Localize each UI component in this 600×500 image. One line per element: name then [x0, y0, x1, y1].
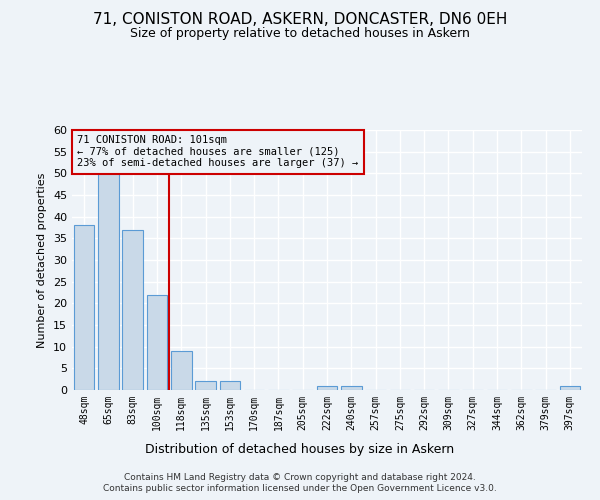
Text: Contains public sector information licensed under the Open Government Licence v3: Contains public sector information licen…	[103, 484, 497, 493]
Text: Contains HM Land Registry data © Crown copyright and database right 2024.: Contains HM Land Registry data © Crown c…	[124, 472, 476, 482]
Bar	[317, 386, 337, 390]
Bar	[122, 230, 143, 390]
Bar	[146, 294, 167, 390]
Bar	[195, 382, 216, 390]
Bar	[560, 386, 580, 390]
Y-axis label: Number of detached properties: Number of detached properties	[37, 172, 47, 348]
Bar	[220, 382, 240, 390]
Bar	[98, 174, 119, 390]
Bar	[74, 226, 94, 390]
Text: Size of property relative to detached houses in Askern: Size of property relative to detached ho…	[130, 28, 470, 40]
Text: 71 CONISTON ROAD: 101sqm
← 77% of detached houses are smaller (125)
23% of semi-: 71 CONISTON ROAD: 101sqm ← 77% of detach…	[77, 135, 358, 168]
Text: Distribution of detached houses by size in Askern: Distribution of detached houses by size …	[145, 442, 455, 456]
Bar	[341, 386, 362, 390]
Bar	[171, 351, 191, 390]
Text: 71, CONISTON ROAD, ASKERN, DONCASTER, DN6 0EH: 71, CONISTON ROAD, ASKERN, DONCASTER, DN…	[93, 12, 507, 28]
